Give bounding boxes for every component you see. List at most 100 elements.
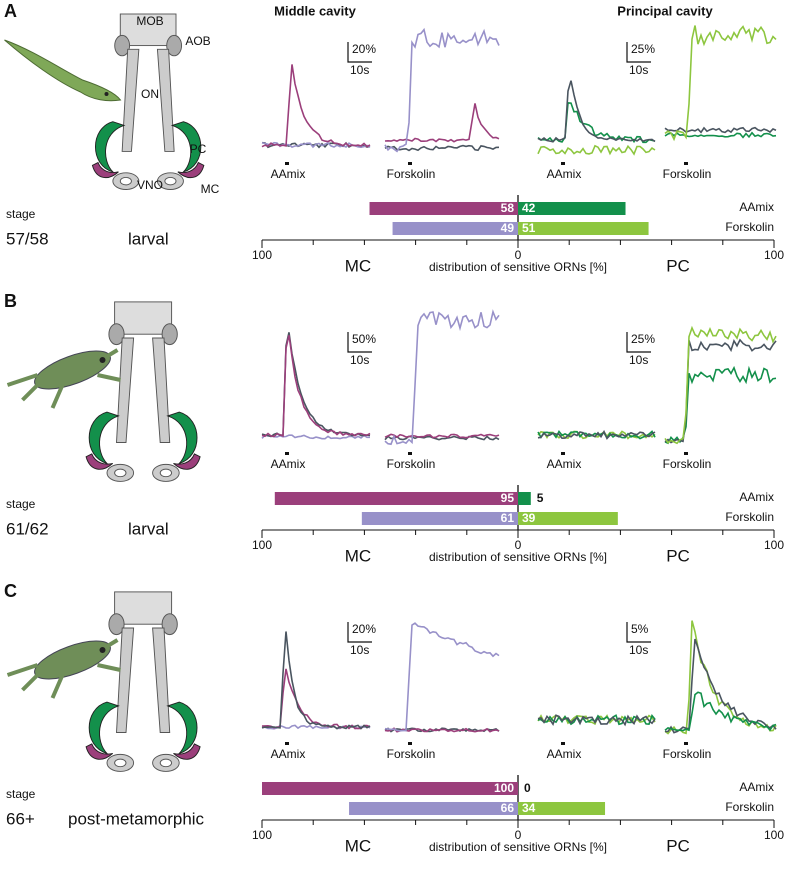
stimulus-label: Forskolin (387, 167, 436, 181)
scale-time: 10s (629, 643, 648, 657)
bar-value: 61 (501, 511, 515, 525)
bar (369, 202, 518, 215)
stimulus-marker (684, 452, 688, 455)
tick-label: 100 (764, 828, 784, 842)
scale-amplitude: 20% (352, 622, 376, 636)
nose-diagram (85, 591, 201, 772)
trace (537, 430, 656, 440)
stage-title: stage (6, 787, 36, 801)
tick-label: 100 (252, 538, 272, 552)
bar (392, 222, 518, 235)
bar (518, 202, 626, 215)
stage: 61/62 (6, 519, 49, 538)
panel-label: C (4, 581, 17, 601)
scale-time: 10s (350, 353, 369, 367)
anatomy-label: ON (141, 87, 159, 101)
trace (261, 631, 371, 730)
phase: post-metamorphic (68, 809, 205, 828)
side-label: MC (345, 836, 371, 855)
animal (3, 39, 122, 102)
stage: 57/58 (6, 229, 49, 248)
bar-value: 100 (494, 781, 514, 795)
trace (664, 365, 777, 445)
trace (537, 714, 656, 727)
trace (664, 126, 777, 134)
trace (665, 638, 777, 734)
trace (537, 80, 656, 143)
bar (274, 492, 518, 505)
scale-bar (347, 622, 372, 643)
scale-amplitude: 50% (352, 332, 376, 346)
stimulus-marker (408, 742, 412, 745)
category-label: AAmix (739, 200, 774, 214)
bar-value: 5 (537, 491, 544, 505)
bar-value: 34 (522, 801, 536, 815)
trace (261, 64, 371, 148)
stimulus-label: AAmix (271, 457, 306, 471)
anatomy-label: MOB (136, 14, 163, 28)
anatomy-label: MC (201, 182, 220, 196)
category-label: Forskolin (725, 220, 774, 234)
bar-value: 42 (522, 201, 536, 215)
animal (8, 343, 121, 408)
nose-diagram (85, 301, 201, 482)
trace (384, 144, 500, 152)
side-label: PC (666, 256, 690, 275)
stimulus-label: Forskolin (387, 457, 436, 471)
bar (349, 802, 518, 815)
bar-value: 58 (501, 201, 515, 215)
stimulus-marker (285, 162, 289, 165)
scale-amplitude: 25% (631, 42, 655, 56)
stimulus-label: AAmix (271, 747, 306, 761)
trace (664, 620, 777, 735)
stimulus-label: AAmix (271, 167, 306, 181)
bar-value: 39 (522, 511, 536, 525)
scale-amplitude: 5% (631, 622, 649, 636)
trace (664, 691, 777, 732)
scale-bar (626, 622, 651, 643)
bar-value: 51 (522, 221, 536, 235)
category-label: AAmix (739, 780, 774, 794)
trace (384, 622, 500, 732)
scale-time: 10s (350, 643, 369, 657)
scale-time: 10s (629, 353, 648, 367)
category-label: Forskolin (725, 800, 774, 814)
trace (384, 309, 500, 446)
phase: larval (128, 519, 169, 538)
tick-label: 100 (252, 248, 272, 262)
bar (518, 802, 606, 815)
stimulus-label: AAmix (547, 167, 582, 181)
tick-label: 0 (515, 248, 522, 262)
stage-title: stage (6, 207, 36, 221)
trace (384, 727, 500, 733)
tick-label: 100 (764, 538, 784, 552)
bar-value: 49 (501, 221, 515, 235)
trace (384, 103, 500, 143)
x-label: distribution of sensitive ORNs [%] (429, 840, 607, 854)
stimulus-label: AAmix (547, 457, 582, 471)
bar (262, 782, 518, 795)
tick-label: 100 (252, 828, 272, 842)
animal (8, 633, 121, 698)
bar (361, 512, 518, 525)
panel-label: A (4, 1, 17, 21)
stimulus-label: Forskolin (663, 747, 712, 761)
scale-time: 10s (350, 63, 369, 77)
trace (261, 332, 371, 438)
side-label: PC (666, 836, 690, 855)
bar-value: 0 (524, 781, 531, 795)
phase: larval (128, 229, 169, 248)
tick-label: 0 (515, 828, 522, 842)
tick-label: 100 (764, 248, 784, 262)
category-label: AAmix (739, 490, 774, 504)
stimulus-marker (561, 452, 565, 455)
stimulus-marker (684, 162, 688, 165)
scale-bar (347, 332, 372, 353)
scale-amplitude: 20% (352, 42, 376, 56)
stage: 66+ (6, 809, 35, 828)
trace (537, 713, 656, 726)
anatomy-label: AOB (185, 34, 210, 48)
trace (384, 433, 500, 439)
